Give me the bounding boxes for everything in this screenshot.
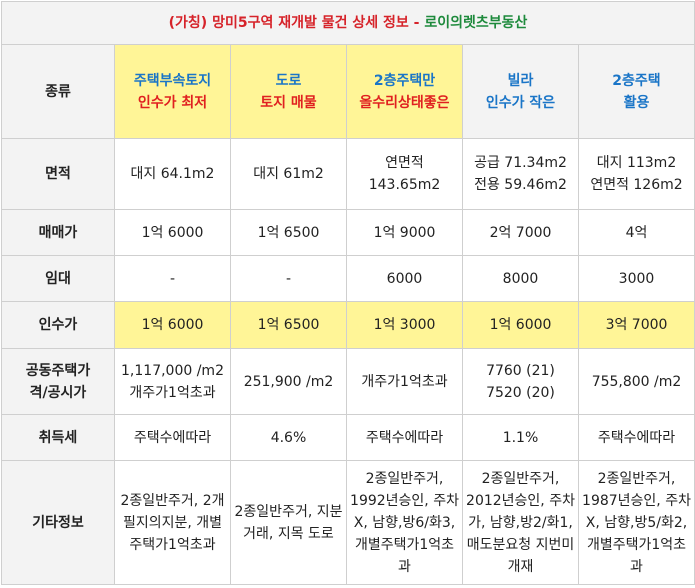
column-header-5-line1: 2층주택: [612, 72, 661, 89]
tax-row: 취득세 주택수에따라 4.6% 주택수에따라 1.1% 주택수에따라: [1, 414, 695, 461]
row-label-other: 기타정보: [1, 460, 115, 585]
tax-cell: 주택수에따라: [578, 414, 695, 461]
acquisition-cell: 1억 6000: [114, 301, 231, 349]
column-header-3-line2: 올수리상태좋은: [359, 94, 450, 111]
header-row: 종류 주택부속토지 인수가 최저 도로 토지 매물 2층주택만 올수리상태좋은 …: [1, 44, 695, 139]
row-label-public-price: 공동주택가 격/공시가: [1, 348, 115, 415]
public-price-cell: 1,117,000 /m2 개주가1억초과: [114, 348, 231, 415]
other-info-row: 기타정보 2종일반주거, 2개필지의지분, 개별주택가1억초과 2종일반주거, …: [1, 460, 695, 585]
public-price-line1: 개주가1억초과: [361, 373, 448, 390]
row-label-public-price-line1: 공동주택가: [25, 362, 91, 379]
column-header-1-line2: 인수가 최저: [137, 94, 208, 111]
rent-cell: -: [230, 255, 347, 302]
acquisition-row: 인수가 1억 6000 1억 6500 1억 3000 1억 6000 3억 7…: [1, 301, 695, 349]
acquisition-cell: 1억 6000: [462, 301, 579, 349]
other-info-cell: 2종일반주거, 2개필지의지분, 개별주택가1억초과: [114, 460, 231, 585]
area-cell: 공급 71.34m2 전용 59.46m2: [462, 138, 579, 210]
tax-cell: 주택수에따라: [346, 414, 463, 461]
price-cell: 1억 6500: [230, 209, 347, 256]
column-header-2: 도로 토지 매물: [230, 44, 347, 139]
public-price-cell: 755,800 /m2: [578, 348, 695, 415]
column-header-3-line1: 2층주택만: [373, 72, 436, 89]
column-header-1: 주택부속토지 인수가 최저: [114, 44, 231, 139]
row-label-rent: 임대: [1, 255, 115, 302]
area-line2: 143.65m2: [368, 177, 441, 193]
tax-cell: 4.6%: [230, 414, 347, 461]
rent-cell: 6000: [346, 255, 463, 302]
rent-row: 임대 - - 6000 8000 3000: [1, 255, 695, 302]
other-info-cell: 2종일반주거, 1992년승인, 주차X, 남향,방6/화3, 개별주택가1억초…: [346, 460, 463, 585]
column-header-5: 2층주택 활용: [578, 44, 695, 139]
price-row: 매매가 1억 6000 1억 6500 1억 9000 2억 7000 4억: [1, 209, 695, 256]
public-price-line1: 251,900 /m2: [243, 373, 334, 390]
other-info-cell: 2종일반주거, 지분거래, 지목 도로: [230, 460, 347, 585]
public-price-cell: 7760 (21) 7520 (20): [462, 348, 579, 415]
rent-cell: -: [114, 255, 231, 302]
public-price-line2: 7520 (20): [486, 384, 555, 401]
page-title: (가칭) 망미5구역 재개발 물건 상세 정보 - 로이의렛츠부동산: [1, 1, 695, 45]
rent-cell: 3000: [578, 255, 695, 302]
row-label-public-price-line2: 격/공시가: [29, 384, 87, 401]
column-header-2-line1: 도로: [275, 72, 302, 89]
price-cell: 2억 7000: [462, 209, 579, 256]
column-header-3: 2층주택만 올수리상태좋은: [346, 44, 463, 139]
public-price-line1: 755,800 /m2: [591, 373, 682, 390]
public-price-cell: 251,900 /m2: [230, 348, 347, 415]
column-header-4-line2: 인수가 작은: [485, 94, 556, 111]
area-line1: 대지 64.1m2: [130, 166, 215, 182]
area-row: 면적 대지 64.1m2 대지 61m2 연면적 143.65m2 공급 71.3…: [1, 138, 695, 210]
row-label-acquisition: 인수가: [1, 301, 115, 349]
area-cell: 대지 61m2: [230, 138, 347, 210]
area-cell: 대지 113m2 연면적 126m2: [578, 138, 695, 210]
acquisition-cell: 1억 6500: [230, 301, 347, 349]
column-header-1-line1: 주택부속토지: [133, 72, 212, 89]
price-cell: 1억 6000: [114, 209, 231, 256]
area-line2: 전용 59.46m2: [474, 177, 567, 193]
column-header-5-line2: 활용: [623, 94, 650, 111]
row-label-type: 종류: [1, 44, 115, 139]
tax-cell: 주택수에따라: [114, 414, 231, 461]
area-line1: 대지 113m2: [596, 155, 677, 171]
price-cell: 4억: [578, 209, 695, 256]
column-header-4-line1: 빌라: [507, 72, 534, 89]
area-line1: 연면적: [385, 155, 424, 171]
row-label-tax: 취득세: [1, 414, 115, 461]
acquisition-cell: 3억 7000: [578, 301, 695, 349]
other-info-cell: 2종일반주거, 1987년승인, 주차X, 남향,방5/화2,개별주택가1억초과: [578, 460, 695, 585]
row-label-price: 매매가: [1, 209, 115, 256]
area-line2: 연면적 126m2: [590, 177, 683, 193]
area-line1: 대지 61m2: [253, 166, 324, 182]
title-main: (가칭) 망미5구역 재개발 물건 상세 정보: [168, 15, 409, 31]
title-row: (가칭) 망미5구역 재개발 물건 상세 정보 - 로이의렛츠부동산: [1, 1, 695, 45]
public-price-row: 공동주택가 격/공시가 1,117,000 /m2 개주가1억초과 251,900…: [1, 348, 695, 415]
area-cell: 대지 64.1m2: [114, 138, 231, 210]
title-separator: -: [408, 15, 425, 31]
agency-name: 로이의렛츠부동산: [424, 15, 528, 31]
other-info-cell: 2종일반주거, 2012년승인, 주차가, 남향,방2/화1,매도분요청 지번미…: [462, 460, 579, 585]
column-header-2-line2: 토지 매물: [260, 94, 317, 111]
acquisition-cell-highlight: 1억 3000: [346, 301, 463, 349]
rent-cell: 8000: [462, 255, 579, 302]
public-price-line1: 7760 (21): [486, 362, 555, 379]
area-cell: 연면적 143.65m2: [346, 138, 463, 210]
public-price-line2: 개주가1억초과: [129, 384, 216, 401]
tax-cell: 1.1%: [462, 414, 579, 461]
public-price-cell: 개주가1억초과: [346, 348, 463, 415]
row-label-area: 면적: [1, 138, 115, 210]
public-price-line1: 1,117,000 /m2: [121, 362, 224, 379]
area-line1: 공급 71.34m2: [474, 155, 567, 171]
price-cell: 1억 9000: [346, 209, 463, 256]
column-header-4: 빌라 인수가 작은: [462, 44, 579, 139]
